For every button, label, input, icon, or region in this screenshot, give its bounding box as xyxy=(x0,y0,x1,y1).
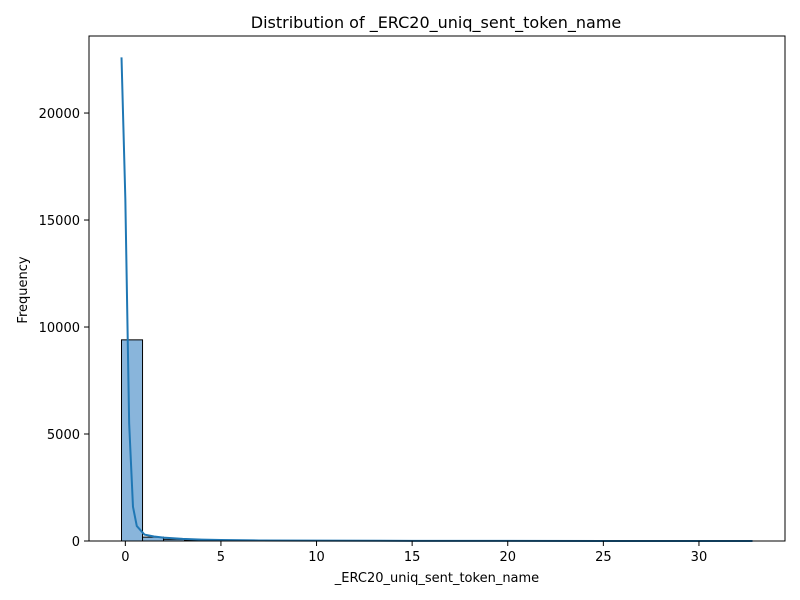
x-tick-label: 0 xyxy=(121,550,129,565)
x-tick-label: 30 xyxy=(691,550,708,565)
x-tick-label: 10 xyxy=(308,550,325,565)
y-tick-label: 15000 xyxy=(39,214,80,229)
y-tick-label: 10000 xyxy=(39,321,80,336)
x-axis: 0 5 10 15 20 25 30 xyxy=(121,541,707,565)
histogram-bar-0 xyxy=(121,339,144,542)
plot-area-frame xyxy=(88,35,786,542)
chart-title: Distribution of _ERC20_uniq_sent_token_n… xyxy=(251,13,622,33)
y-axis: 0 5000 10000 15000 20000 xyxy=(39,107,89,550)
y-tick-label: 5000 xyxy=(47,428,80,443)
x-tick-label: 5 xyxy=(217,550,225,565)
x-tick-label: 25 xyxy=(595,550,612,565)
y-axis-label: Frequency xyxy=(16,256,31,323)
x-tick-label: 15 xyxy=(404,550,421,565)
y-tick-label: 20000 xyxy=(39,107,80,122)
x-tick-label: 20 xyxy=(499,550,516,565)
x-axis-label: _ERC20_uniq_sent_token_name xyxy=(334,571,539,586)
y-tick-label: 0 xyxy=(72,535,80,550)
